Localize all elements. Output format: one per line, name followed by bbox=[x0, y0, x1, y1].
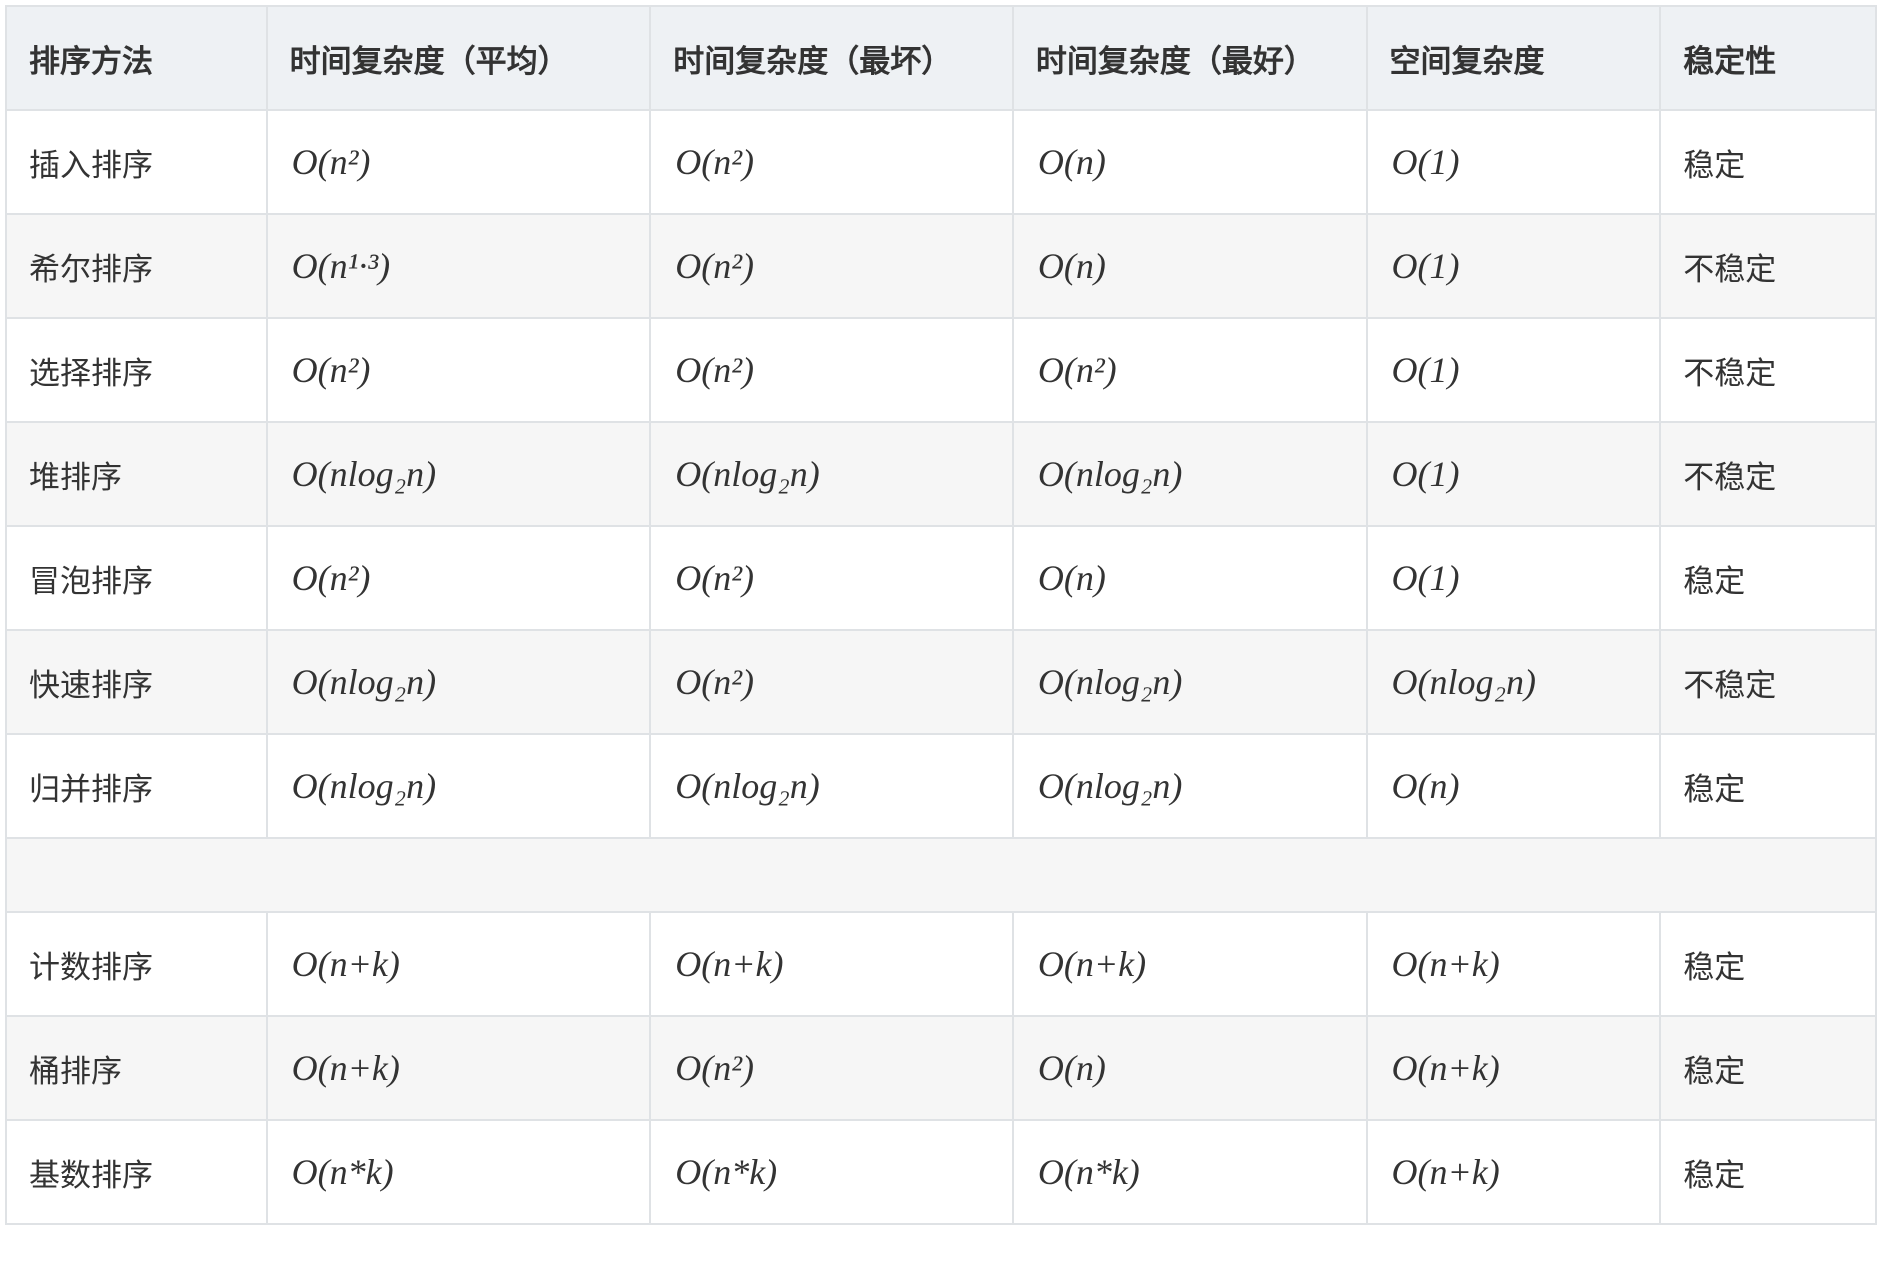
stability-cell: 稳定 bbox=[1659, 109, 1877, 215]
method-cell: 快速排序 bbox=[5, 629, 268, 735]
time-best-cell: O(n) bbox=[1011, 109, 1368, 215]
time-worst-cell: O(n+k) bbox=[649, 911, 1014, 1017]
header-time-best: 时间复杂度（最好） bbox=[1011, 5, 1368, 111]
separator-row bbox=[5, 837, 1877, 913]
stability-cell: 稳定 bbox=[1659, 1119, 1877, 1225]
method-cell: 桶排序 bbox=[5, 1015, 268, 1121]
time-best-cell: O(n) bbox=[1011, 213, 1368, 319]
time-best-cell: O(nlog₂n) bbox=[1011, 733, 1368, 839]
header-time-worst: 时间复杂度（最坏） bbox=[649, 5, 1014, 111]
space-cell: O(1) bbox=[1365, 213, 1662, 319]
time-worst-cell: O(nlog₂n) bbox=[649, 421, 1014, 527]
time-worst-cell: O(n²) bbox=[649, 109, 1014, 215]
time-average-cell: O(n²) bbox=[265, 525, 652, 631]
stability-cell: 稳定 bbox=[1659, 911, 1877, 1017]
time-average-cell: O(n+k) bbox=[265, 1015, 652, 1121]
time-average-cell: O(n*k) bbox=[265, 1119, 652, 1225]
time-average-cell: O(n²) bbox=[265, 317, 652, 423]
table-row: 快速排序 O(nlog₂n) O(n²) O(nlog₂n) O(nlog₂n) 不稳定 bbox=[5, 629, 1877, 735]
time-worst-cell: O(n²) bbox=[649, 629, 1014, 735]
header-row: 排序方法 时间复杂度（平均） 时间复杂度（最坏） 时间复杂度（最好） 空间复杂度… bbox=[5, 5, 1877, 111]
stability-cell: 不稳定 bbox=[1659, 629, 1877, 735]
time-best-cell: O(n*k) bbox=[1011, 1119, 1368, 1225]
stability-cell: 不稳定 bbox=[1659, 213, 1877, 319]
table-row: 归并排序 O(nlog₂n) O(nlog₂n) O(nlog₂n) O(n) 稳定 bbox=[5, 733, 1877, 839]
table-row: 希尔排序 O(n¹·³) O(n²) O(n) O(1) 不稳定 bbox=[5, 213, 1877, 319]
method-cell: 基数排序 bbox=[5, 1119, 268, 1225]
table-row: 堆排序 O(nlog₂n) O(nlog₂n) O(nlog₂n) O(1) 不稳定 bbox=[5, 421, 1877, 527]
method-cell: 归并排序 bbox=[5, 733, 268, 839]
stability-cell: 稳定 bbox=[1659, 733, 1877, 839]
time-worst-cell: O(n²) bbox=[649, 213, 1014, 319]
table-row: 基数排序 O(n*k) O(n*k) O(n*k) O(n+k) 稳定 bbox=[5, 1119, 1877, 1225]
method-cell: 冒泡排序 bbox=[5, 525, 268, 631]
time-worst-cell: O(nlog₂n) bbox=[649, 733, 1014, 839]
stability-cell: 稳定 bbox=[1659, 1015, 1877, 1121]
table-row: 插入排序 O(n²) O(n²) O(n) O(1) 稳定 bbox=[5, 109, 1877, 215]
time-average-cell: O(nlog₂n) bbox=[265, 733, 652, 839]
space-cell: O(1) bbox=[1365, 525, 1662, 631]
space-cell: O(1) bbox=[1365, 421, 1662, 527]
space-cell: O(n+k) bbox=[1365, 1119, 1662, 1225]
time-best-cell: O(nlog₂n) bbox=[1011, 629, 1368, 735]
table-row: 计数排序 O(n+k) O(n+k) O(n+k) O(n+k) 稳定 bbox=[5, 911, 1877, 1017]
time-best-cell: O(nlog₂n) bbox=[1011, 421, 1368, 527]
time-best-cell: O(n²) bbox=[1011, 317, 1368, 423]
method-cell: 选择排序 bbox=[5, 317, 268, 423]
table-header: 排序方法 时间复杂度（平均） 时间复杂度（最坏） 时间复杂度（最好） 空间复杂度… bbox=[5, 5, 1877, 111]
time-best-cell: O(n) bbox=[1011, 525, 1368, 631]
method-cell: 计数排序 bbox=[5, 911, 268, 1017]
separator-cell bbox=[5, 837, 1877, 913]
space-cell: O(n+k) bbox=[1365, 1015, 1662, 1121]
time-best-cell: O(n) bbox=[1011, 1015, 1368, 1121]
space-cell: O(1) bbox=[1365, 109, 1662, 215]
table-row: 冒泡排序 O(n²) O(n²) O(n) O(1) 稳定 bbox=[5, 525, 1877, 631]
space-cell: O(1) bbox=[1365, 317, 1662, 423]
time-worst-cell: O(n²) bbox=[649, 525, 1014, 631]
time-average-cell: O(nlog₂n) bbox=[265, 421, 652, 527]
time-average-cell: O(n+k) bbox=[265, 911, 652, 1017]
time-worst-cell: O(n*k) bbox=[649, 1119, 1014, 1225]
time-average-cell: O(n²) bbox=[265, 109, 652, 215]
time-average-cell: O(nlog₂n) bbox=[265, 629, 652, 735]
table-row: 桶排序 O(n+k) O(n²) O(n) O(n+k) 稳定 bbox=[5, 1015, 1877, 1121]
time-best-cell: O(n+k) bbox=[1011, 911, 1368, 1017]
method-cell: 希尔排序 bbox=[5, 213, 268, 319]
stability-cell: 不稳定 bbox=[1659, 317, 1877, 423]
space-cell: O(n) bbox=[1365, 733, 1662, 839]
method-cell: 插入排序 bbox=[5, 109, 268, 215]
stability-cell: 稳定 bbox=[1659, 525, 1877, 631]
sorting-complexity-table: 排序方法 时间复杂度（平均） 时间复杂度（最坏） 时间复杂度（最好） 空间复杂度… bbox=[5, 5, 1877, 1225]
time-worst-cell: O(n²) bbox=[649, 317, 1014, 423]
table-body: 插入排序 O(n²) O(n²) O(n) O(1) 稳定 希尔排序 O(n¹·³) O(n²)… bbox=[5, 109, 1877, 1225]
time-average-cell: O(n¹·³) bbox=[265, 213, 652, 319]
header-method: 排序方法 bbox=[5, 5, 268, 111]
space-cell: O(n+k) bbox=[1365, 911, 1662, 1017]
header-time-average: 时间复杂度（平均） bbox=[265, 5, 652, 111]
stability-cell: 不稳定 bbox=[1659, 421, 1877, 527]
header-stability: 稳定性 bbox=[1659, 5, 1877, 111]
method-cell: 堆排序 bbox=[5, 421, 268, 527]
header-space: 空间复杂度 bbox=[1365, 5, 1662, 111]
table-row: 选择排序 O(n²) O(n²) O(n²) O(1) 不稳定 bbox=[5, 317, 1877, 423]
time-worst-cell: O(n²) bbox=[649, 1015, 1014, 1121]
space-cell: O(nlog₂n) bbox=[1365, 629, 1662, 735]
